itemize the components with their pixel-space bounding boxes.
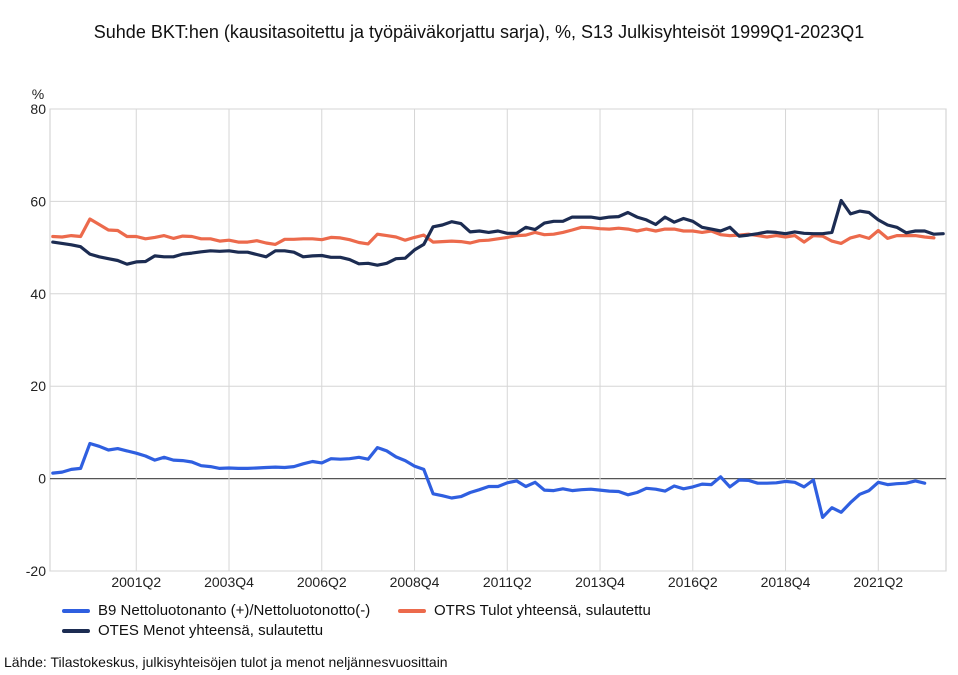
legend-label-otrs: OTRS Tulot yhteensä, sulautettu (434, 602, 651, 619)
y-tick-label: 40 (30, 286, 46, 302)
series-layer (51, 198, 945, 520)
x-tick-label: 2018Q4 (761, 574, 811, 590)
legend-swatch-otes (62, 628, 90, 633)
series-line-1 (51, 217, 936, 246)
y-tick-label: 20 (30, 378, 46, 394)
x-tick-label: 2021Q2 (853, 574, 903, 590)
source-note: Lähde: Tilastokeskus, julkisyhteisöjen t… (4, 654, 448, 670)
y-axis-label: % (32, 86, 44, 102)
y-tick-label: 60 (30, 193, 46, 209)
legend-item-otrs: OTRS Tulot yhteensä, sulautettu (398, 602, 651, 619)
legend-swatch-otrs (398, 608, 426, 613)
x-tick-label: 2013Q4 (575, 574, 625, 590)
plot-frame (49, 108, 947, 572)
axis-layer: -20 0 20 40 60 80 2001Q2 2003Q4 2006Q2 2008Q4 2011… (26, 86, 904, 590)
legend-label-otes: OTES Menot yhteensä, sulautettu (98, 622, 324, 639)
legend-item-otes: OTES Menot yhteensä, sulautettu (62, 622, 323, 639)
x-tick-label: 2006Q2 (297, 574, 347, 590)
grid-layer (49, 108, 947, 572)
y-tick-label: 0 (38, 471, 46, 487)
x-tick-label: 2008Q4 (390, 574, 440, 590)
y-tick-label: -20 (26, 563, 46, 579)
x-tick-label: 2011Q2 (483, 574, 532, 590)
legend-label-b9: B9 Nettoluotonanto (+)/Nettoluotonotto(-… (98, 602, 371, 619)
x-tick-label: 2016Q2 (668, 574, 718, 590)
y-tick-label: 80 (30, 101, 46, 117)
legend-item-b9: B9 Nettoluotonanto (+)/Nettoluotonotto(-… (62, 602, 370, 619)
x-tick-label: 2003Q4 (204, 574, 254, 590)
x-tick-label: 2001Q2 (111, 574, 161, 590)
series-line-0 (51, 441, 927, 520)
legend-swatch-b9 (62, 608, 90, 613)
series-line-2 (51, 198, 945, 267)
chart-title: Suhde BKT:hen (kausitasoitettu ja työpäi… (93, 22, 865, 42)
